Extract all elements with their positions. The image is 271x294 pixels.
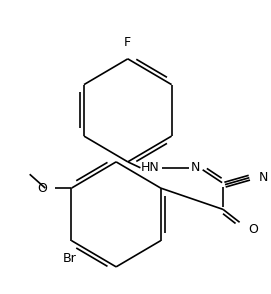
Text: N: N <box>191 161 201 174</box>
Text: O: O <box>37 182 47 195</box>
Text: HN: HN <box>141 161 160 174</box>
Text: Br: Br <box>63 253 76 265</box>
Text: O: O <box>248 223 258 236</box>
Text: F: F <box>124 36 131 49</box>
Text: N: N <box>259 171 269 184</box>
